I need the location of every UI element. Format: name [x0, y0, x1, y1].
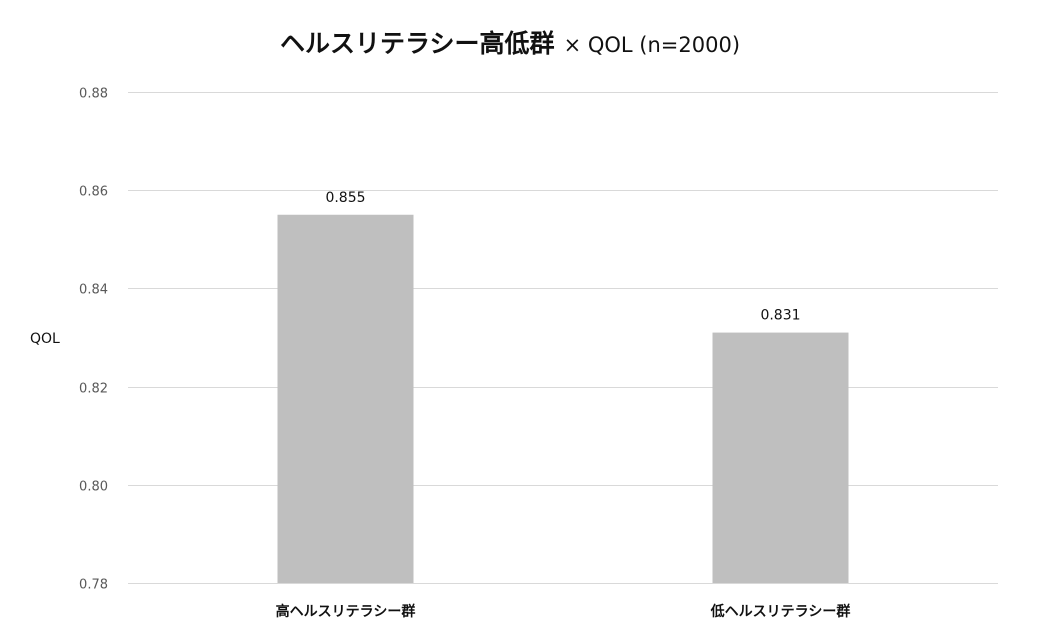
category-labels: 高ヘルスリテラシー群 低ヘルスリテラシー群 [276, 603, 851, 620]
gridlines [128, 92, 998, 584]
y-tick-label: 0.78 [79, 578, 108, 593]
y-tick-label: 0.80 [79, 480, 108, 495]
y-tick-label: 0.82 [79, 382, 108, 397]
y-tick-label: 0.88 [79, 87, 108, 102]
y-tick-label: 0.86 [79, 185, 108, 200]
y-tick-label: 0.84 [79, 283, 108, 298]
bar [277, 214, 414, 583]
bars [277, 214, 849, 583]
chart-title-main: ヘルスリテラシー高低群 [280, 29, 555, 58]
bar [712, 332, 849, 583]
chart-title-suffix: × QOL (n=2000) [564, 33, 740, 57]
y-tick-labels: 0.78 0.80 0.82 0.84 0.86 0.88 [79, 87, 108, 593]
x-category-label: 高ヘルスリテラシー群 [276, 603, 416, 620]
data-label: 0.831 [760, 308, 800, 324]
y-axis-label: QOL [30, 331, 60, 347]
data-label: 0.855 [325, 190, 365, 206]
x-category-label: 低ヘルスリテラシー群 [710, 603, 851, 620]
chart-title: ヘルスリテラシー高低群 × QOL (n=2000) [280, 29, 740, 58]
data-labels: 0.855 0.831 [325, 190, 800, 324]
